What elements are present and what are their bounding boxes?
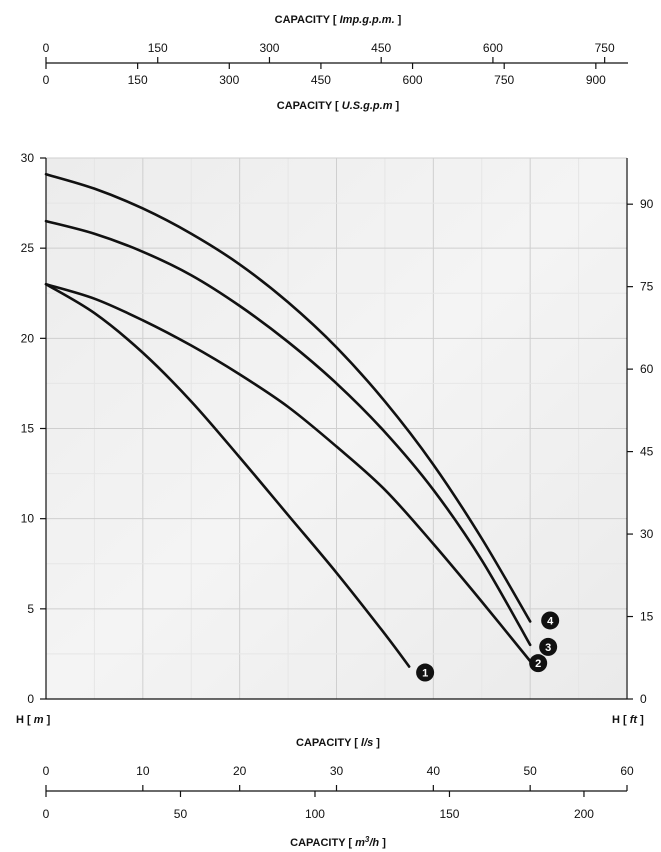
tick-label: 200 [574,807,594,821]
tick-label: 300 [259,41,279,55]
curve-4 [44,172,532,623]
tick-label: 90 [640,197,654,211]
curve-marker-label: 1 [422,668,428,680]
tick-label: 10 [136,764,150,778]
tick-label: 0 [43,73,50,87]
tick-label: 40 [427,764,441,778]
curve-markers: 1 23 4 [416,611,560,682]
bottom-ls-axis-title: CAPACITY [ l/s ] [296,737,380,749]
bottom-ls-axis: CAPACITY [ l/s ] 0 10 20 30 40 50 60 [43,698,634,792]
tick-label: 600 [483,41,503,55]
tick-label: 50 [523,764,537,778]
tick-label: 0 [27,692,34,706]
top-imp-axis: CAPACITY [ Imp.g.p.m. ] 0 150 300 450 600 750 [43,14,615,63]
top-us-axis: 0 150 300 450 600 750 900 CAPACITY [ U.S.g.p.m… [43,62,628,112]
performance-curves [44,172,532,668]
curve-marker-label: 3 [545,642,551,654]
tick-label: 0 [43,807,50,821]
tick-label: 150 [128,73,148,87]
curve-marker-3 [539,637,558,656]
bottom-m3h-axis-title: CAPACITY [ m3/h ] [290,835,386,850]
grid [45,157,628,700]
tick-label: 20 [21,331,35,345]
tick-label: 15 [640,610,654,624]
bottom-m3h-axis: 0 50 100 150 200 CAPACITY [ m3/h ] [43,791,594,850]
left-axis-label: H [ m ] [16,714,51,726]
tick-label: 20 [233,764,247,778]
tick-label: 150 [148,41,168,55]
curve-2 [44,282,532,663]
curve-marker-label: 2 [535,658,541,670]
tick-label: 750 [595,41,615,55]
tick-label: 50 [174,807,188,821]
right-h-ft-axis: 0 15 30 45 60 75 90 H [ ft ] [612,158,654,726]
tick-label: 75 [640,280,654,294]
tick-label: 25 [21,241,35,255]
tick-label: 30 [640,527,654,541]
top-us-axis-title: CAPACITY [ U.S.g.p.m ] [277,100,400,112]
tick-label: 300 [219,73,239,87]
tick-label: 450 [311,73,331,87]
curve-marker-4 [541,611,560,630]
tick-label: 15 [21,422,35,436]
right-axis-label: H [ ft ] [612,714,644,726]
curve-1 [44,282,411,668]
tick-label: 0 [43,41,50,55]
curve-marker-1 [416,663,435,682]
tick-label: 60 [620,764,634,778]
tick-label: 30 [21,151,35,165]
top-imp-axis-title: CAPACITY [ Imp.g.p.m. ] [275,14,402,26]
tick-label: 30 [330,764,344,778]
left-h-m-axis: 0 5 10 15 20 25 30 H [ m ] [16,151,51,726]
tick-label: 450 [371,41,391,55]
tick-label: 60 [640,362,654,376]
tick-label: 600 [403,73,423,87]
curve-marker-label: 4 [547,615,554,627]
tick-label: 900 [586,73,606,87]
tick-label: 5 [27,602,34,616]
tick-label: 10 [21,512,35,526]
tick-label: 100 [305,807,325,821]
curve-3 [44,219,532,647]
tick-label: 0 [640,692,647,706]
tick-label: 150 [439,807,459,821]
curve-marker-2 [529,654,548,673]
tick-label: 0 [43,764,50,778]
tick-label: 750 [494,73,514,87]
tick-label: 45 [640,445,654,459]
